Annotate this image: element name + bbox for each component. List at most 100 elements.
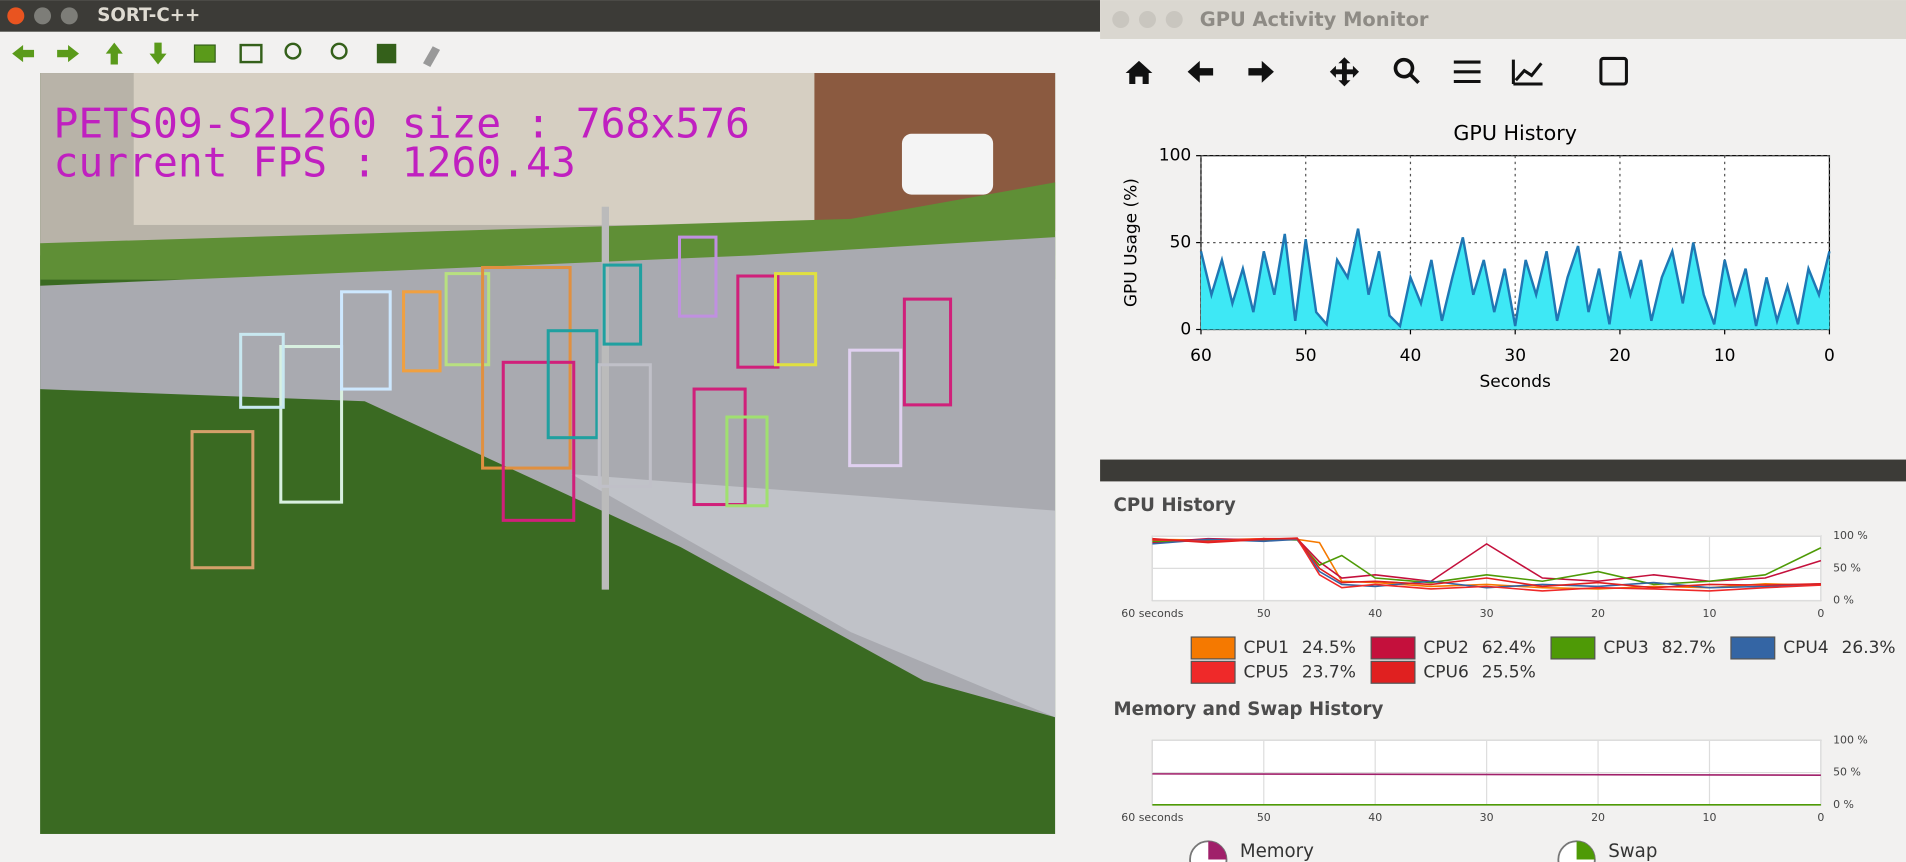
- legend-swatch[interactable]: [1190, 636, 1236, 660]
- save-icon[interactable]: [376, 43, 397, 64]
- y-tick-label: 100 %: [1833, 529, 1868, 542]
- configure-icon[interactable]: [1453, 60, 1481, 84]
- zoom-icon[interactable]: [1393, 57, 1415, 79]
- x-tick-label: 60 seconds: [1121, 811, 1183, 824]
- x-axis-label: Seconds: [1479, 372, 1551, 392]
- x-tick-label: 60: [1190, 346, 1212, 366]
- x-tick-label: 40: [1368, 811, 1382, 824]
- close-button[interactable]: [1112, 11, 1130, 29]
- minimize-button[interactable]: [1138, 11, 1156, 29]
- overlay-text: current FPS : 1260.43: [53, 138, 575, 186]
- legend-swatch[interactable]: [1370, 660, 1416, 684]
- x-tick-label: 30: [1480, 811, 1494, 824]
- detection-box: [902, 297, 953, 407]
- x-tick-label: 0: [1817, 811, 1824, 824]
- pan-icon[interactable]: [1329, 57, 1359, 87]
- x-tick-label: 60 seconds: [1121, 607, 1183, 620]
- x-tick-label: 50: [1257, 811, 1271, 824]
- zoom-out-icon[interactable]: [330, 42, 348, 60]
- x-tick-label: 50: [1295, 346, 1317, 366]
- legend-pie: [1208, 841, 1227, 860]
- x-tick-label: 0: [1817, 607, 1824, 620]
- detections: [190, 235, 953, 570]
- y-tick-label: 100 %: [1833, 733, 1868, 746]
- title-bar: [0, 0, 1101, 32]
- detection-box: [848, 348, 903, 468]
- save-icon[interactable]: [1599, 56, 1628, 86]
- title-bar: [1100, 0, 1906, 39]
- line: [1152, 537, 1821, 589]
- sunlit-road: [571, 474, 1056, 718]
- legend-label: CPU1: [1244, 638, 1289, 658]
- section-title: CPU History: [1113, 495, 1235, 516]
- detection-box: [692, 387, 747, 507]
- image-icon[interactable]: [193, 44, 216, 63]
- window-title: SORT-C++: [97, 5, 200, 26]
- detection-box: [602, 263, 643, 346]
- fit-icon[interactable]: [239, 43, 263, 64]
- x-tick-label: 40: [1400, 346, 1422, 366]
- detection-box: [597, 363, 652, 488]
- legend-value: 26.3%: [1842, 638, 1896, 658]
- home-icon[interactable]: [1125, 60, 1153, 84]
- detection-box: [677, 235, 718, 318]
- detection-box: [501, 360, 576, 522]
- legend-label: CPU6: [1423, 662, 1468, 682]
- detection-box: [546, 329, 599, 440]
- legend-label: CPU2: [1423, 638, 1468, 658]
- forward-icon[interactable]: [1248, 60, 1274, 83]
- minimize-button[interactable]: [34, 7, 52, 25]
- chart-title: GPU History: [1453, 121, 1577, 145]
- close-button[interactable]: [7, 7, 25, 25]
- lamp-post: [601, 206, 609, 590]
- up-icon[interactable]: [105, 42, 123, 65]
- x-tick-label: 10: [1703, 607, 1717, 620]
- detection-box: [736, 274, 780, 369]
- x-tick-label: 30: [1480, 607, 1494, 620]
- toolbar: [12, 42, 441, 67]
- window-title: GPU Activity Monitor: [1200, 8, 1429, 31]
- detection-box: [774, 272, 818, 367]
- section-title: Memory and Swap History: [1113, 699, 1383, 720]
- brush-icon[interactable]: [423, 46, 441, 67]
- legend-value: 62.4%: [1482, 638, 1536, 658]
- detection-box: [481, 265, 572, 470]
- maximize-button[interactable]: [60, 7, 78, 25]
- legend-swatch[interactable]: [1370, 636, 1416, 660]
- legend-swatch[interactable]: [1730, 636, 1776, 660]
- x-tick-label: 10: [1703, 811, 1717, 824]
- legend-value: 23.7%: [1302, 662, 1356, 682]
- legend-label: Memory: [1240, 841, 1314, 862]
- back-icon[interactable]: [12, 45, 35, 63]
- x-tick-label: 20: [1591, 607, 1605, 620]
- x-tick-label: 40: [1368, 607, 1382, 620]
- x-tick-label: 10: [1714, 346, 1736, 366]
- y-tick-label: 100: [1159, 146, 1191, 166]
- legend-swatch[interactable]: [1550, 636, 1596, 660]
- separator: [1100, 459, 1906, 482]
- y-tick-label: 50 %: [1833, 561, 1861, 574]
- legend-label: Swap: [1608, 841, 1657, 862]
- edit-icon[interactable]: [1511, 59, 1543, 86]
- legend-value: 24.5%: [1302, 638, 1356, 658]
- legend-label: CPU5: [1244, 662, 1289, 682]
- detection-box: [340, 290, 392, 391]
- van: [901, 133, 994, 195]
- legend-pie: [1576, 841, 1595, 860]
- zoom-in-icon[interactable]: [284, 42, 302, 60]
- legend-value: 25.5%: [1482, 662, 1536, 682]
- back-icon[interactable]: [1187, 60, 1214, 83]
- detection-box: [725, 415, 769, 508]
- y-tick-label: 0: [1180, 320, 1191, 340]
- legend-swatch[interactable]: [1190, 660, 1236, 684]
- plot-toolbar: [1125, 56, 1628, 87]
- y-tick-label: 50: [1170, 233, 1192, 253]
- building: [133, 73, 815, 225]
- x-tick-label: 20: [1591, 811, 1605, 824]
- detection-box: [444, 272, 491, 367]
- overlay-text: PETS09-S2L260 size : 768x576: [53, 100, 749, 148]
- y-tick-label: 50 %: [1833, 766, 1861, 779]
- y-tick-label: 0 %: [1833, 594, 1854, 607]
- y-tick-label: 0 %: [1833, 798, 1854, 811]
- maximize-button[interactable]: [1165, 11, 1183, 29]
